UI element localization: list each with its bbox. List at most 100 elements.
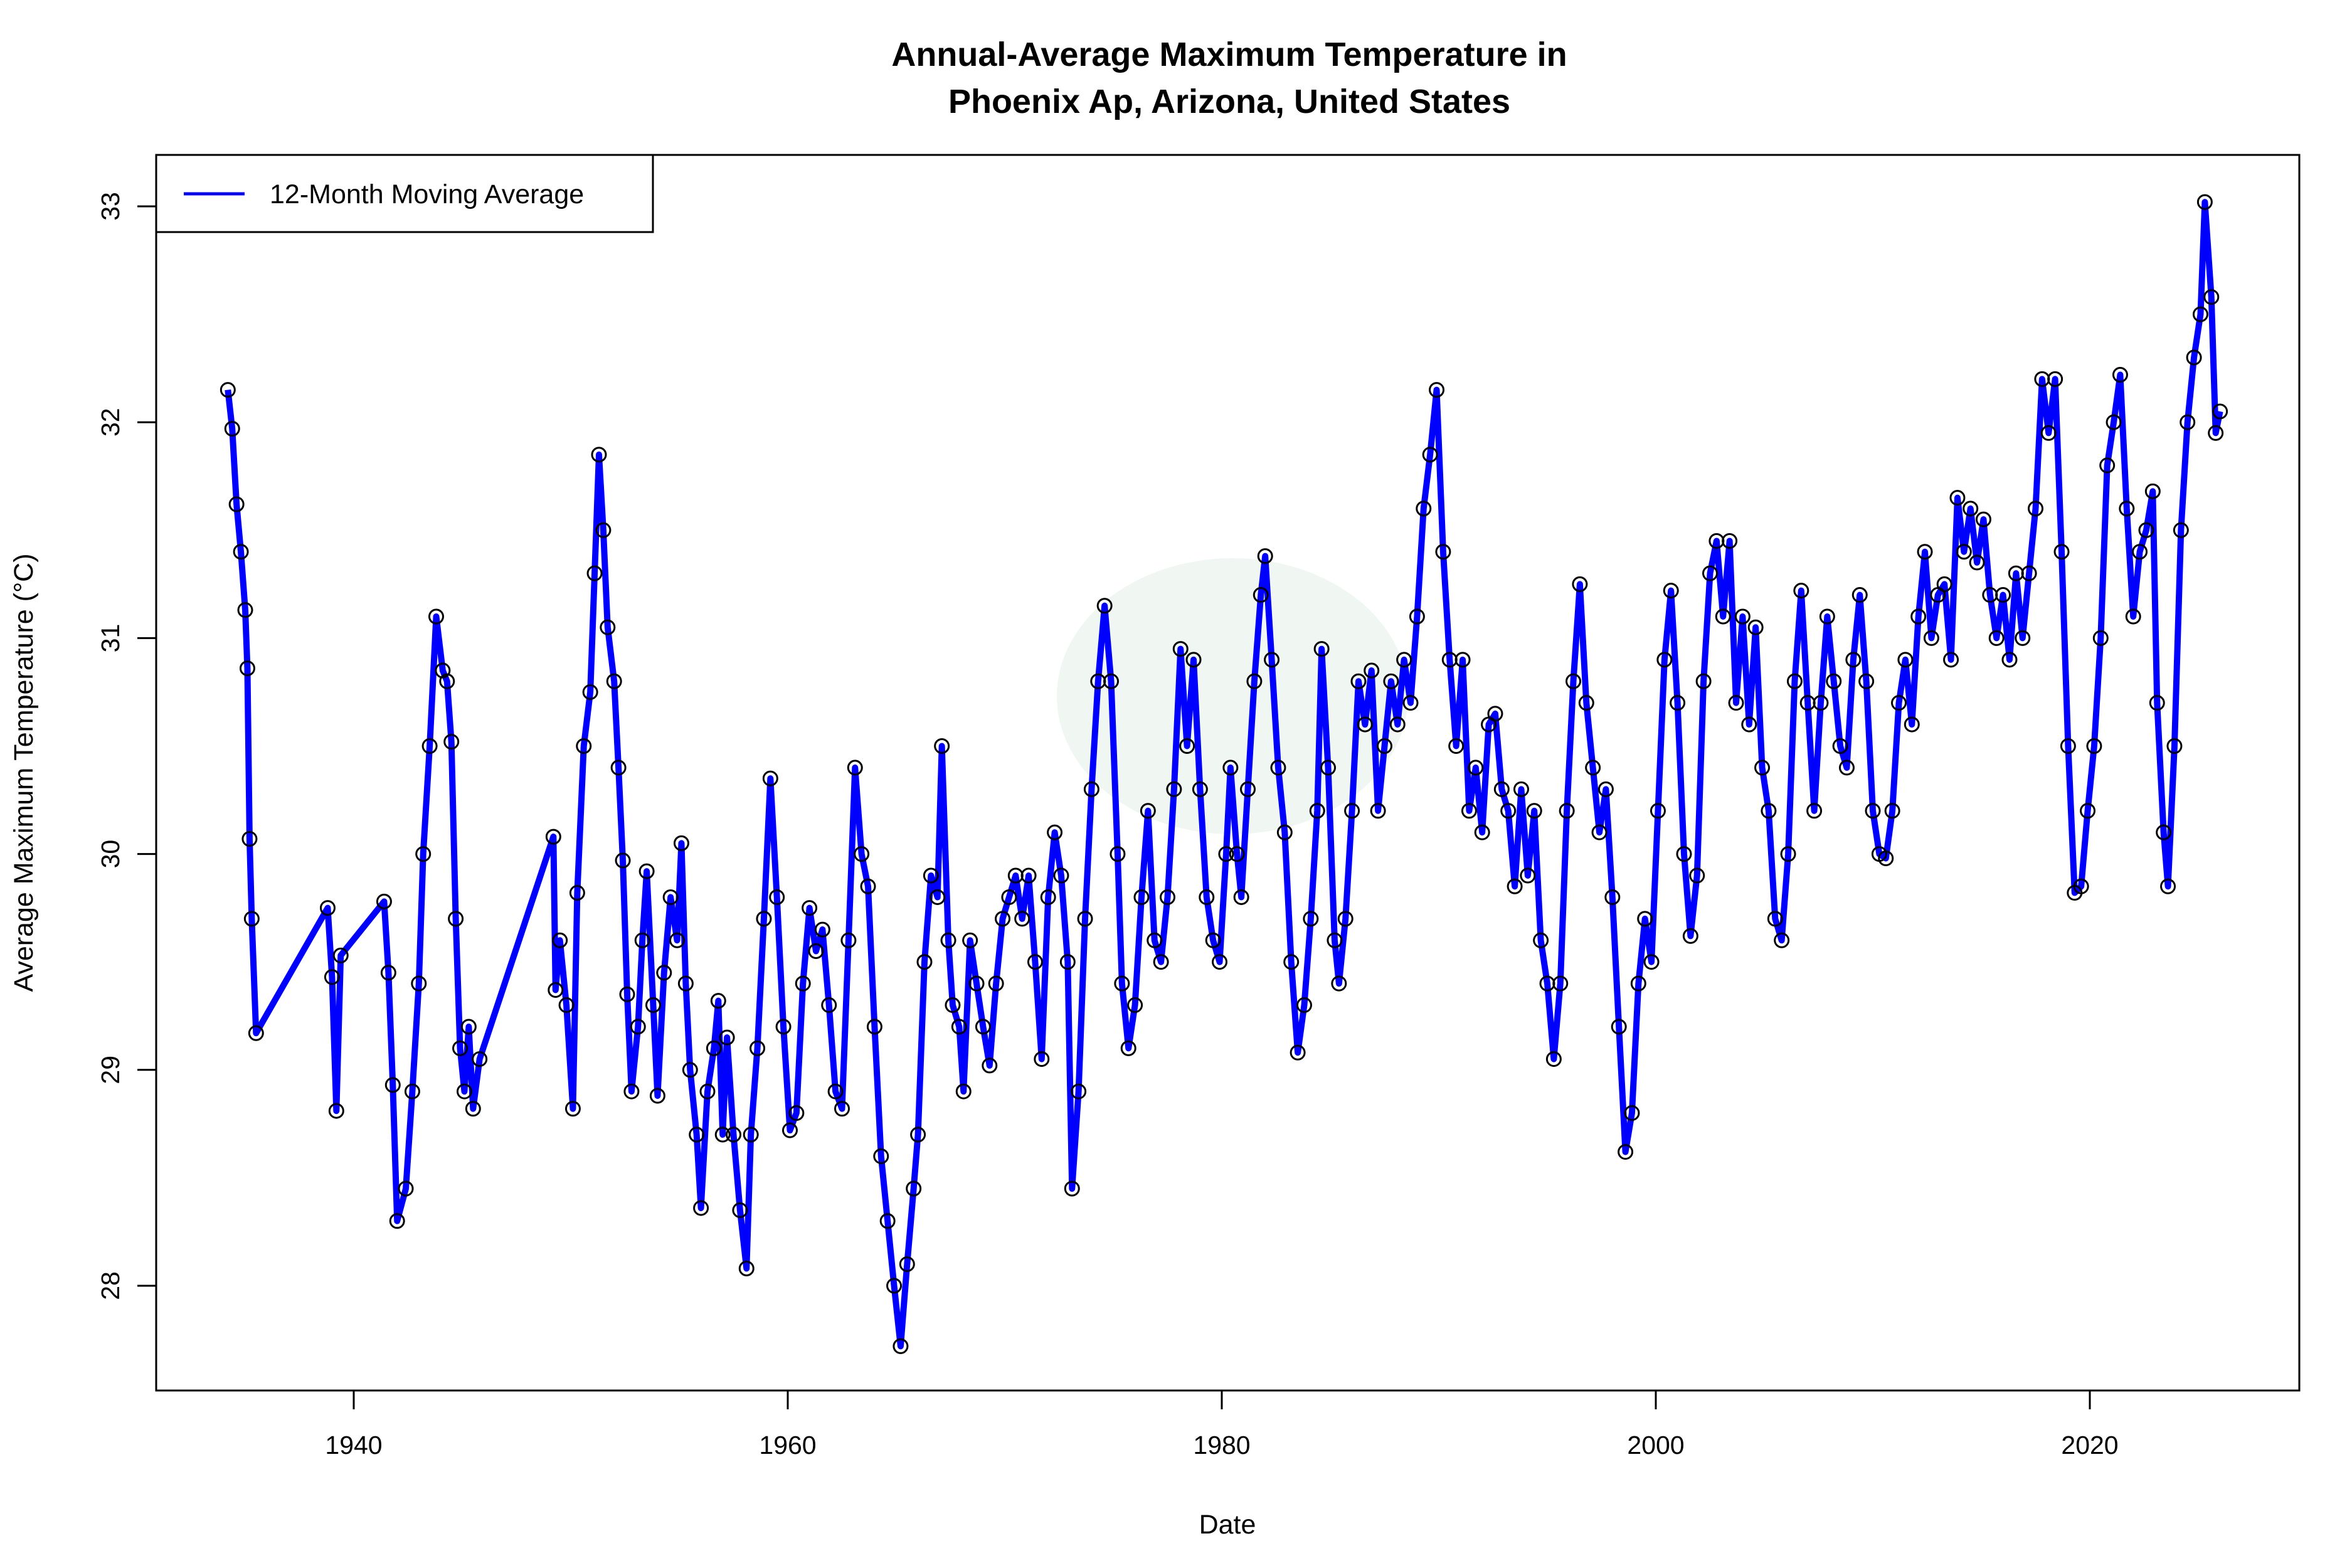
data-point (1526, 803, 1542, 819)
data-point (982, 1057, 998, 1074)
data-point (682, 1062, 698, 1078)
data-point (2156, 824, 2172, 840)
data-point (2119, 501, 2135, 517)
data-point (1246, 673, 1263, 689)
data-point (1396, 652, 1412, 668)
data-point (1572, 576, 1588, 592)
data-point (769, 889, 785, 905)
data-point (1865, 803, 1881, 819)
data-point (1826, 673, 1842, 689)
data-point (1695, 673, 1712, 689)
data-point (1020, 867, 1037, 884)
data-point (656, 965, 672, 981)
data-point (847, 760, 863, 776)
data-point (435, 662, 451, 679)
data-point (1838, 760, 1855, 776)
data-point (988, 975, 1004, 992)
data-point (1040, 889, 1056, 905)
series-markers (220, 194, 2228, 1354)
data-point (1001, 889, 1017, 905)
data-point (1179, 738, 1195, 754)
data-point (781, 1122, 798, 1138)
data-point (2173, 522, 2189, 538)
data-point (1793, 583, 1809, 599)
data-point (2186, 349, 2202, 366)
data-point (1454, 652, 1471, 668)
data-point (1053, 867, 1069, 884)
data-point (576, 738, 592, 754)
y-tick-label: 33 (96, 192, 125, 221)
data-point (1229, 846, 1245, 862)
data-point (1565, 673, 1582, 689)
data-point (2180, 414, 2196, 430)
data-point (827, 1083, 844, 1099)
data-point (324, 969, 340, 985)
data-point (1461, 803, 1477, 819)
data-point (1357, 716, 1373, 733)
data-point (916, 954, 933, 970)
y-tick-label: 32 (96, 408, 125, 437)
data-point (1618, 1144, 1634, 1160)
data-point (1083, 781, 1099, 797)
y-tick-label: 28 (96, 1271, 125, 1300)
data-point (1630, 975, 1646, 992)
data-point (1500, 803, 1517, 819)
data-point (2001, 652, 2018, 668)
data-point (439, 673, 455, 689)
data-point (1127, 997, 1143, 1014)
data-point (1611, 1019, 1627, 1035)
data-point (1409, 608, 1425, 625)
data-point (1448, 738, 1465, 754)
data-point (1845, 652, 1862, 668)
data-point (750, 1040, 766, 1056)
data-point (638, 863, 655, 879)
x-tick-label: 1940 (325, 1431, 382, 1459)
data-point (1370, 803, 1386, 819)
data-point (1350, 673, 1367, 689)
data-point (237, 602, 253, 618)
data-point (380, 965, 396, 981)
data-point (411, 975, 427, 992)
data-point (2196, 194, 2213, 210)
data-point (398, 1180, 414, 1197)
data-point (1637, 911, 1653, 927)
data-point (1435, 544, 1451, 560)
data-point (1585, 760, 1601, 776)
chart-title-line1: Annual-Average Maximum Temperature in (891, 36, 1567, 73)
data-point (1604, 889, 1621, 905)
data-point (1331, 975, 1347, 992)
data-point (1676, 846, 1692, 862)
data-point (834, 1101, 850, 1117)
data-point (808, 943, 824, 959)
chart-title-line2: Phoenix Ap, Arizona, United States (948, 83, 1510, 120)
data-point (710, 993, 726, 1009)
data-point (1806, 803, 1823, 819)
data-point (619, 986, 635, 1002)
data-point (1264, 652, 1280, 668)
data-point (1344, 803, 1360, 819)
y-tick-label: 31 (96, 624, 125, 653)
data-point (1071, 1083, 1087, 1099)
data-point (1416, 501, 1432, 517)
data-point (866, 1019, 882, 1035)
data-point (814, 921, 830, 938)
data-point (224, 421, 240, 437)
data-point (630, 1019, 646, 1035)
data-point (2106, 414, 2122, 430)
data-point (1956, 544, 1972, 560)
data-point (1253, 587, 1269, 603)
data-point (1963, 501, 1979, 517)
data-point (860, 878, 876, 894)
data-point (1140, 803, 1156, 819)
data-point (2160, 878, 2176, 894)
data-point (677, 975, 694, 992)
data-point (1923, 630, 1939, 646)
data-point (1552, 975, 1569, 992)
data-point (1429, 382, 1445, 398)
data-point (1218, 846, 1234, 862)
data-point (1133, 889, 1150, 905)
data-point (1650, 803, 1666, 819)
data-point (376, 893, 392, 909)
data-point (795, 975, 811, 992)
data-point (328, 1103, 344, 1119)
